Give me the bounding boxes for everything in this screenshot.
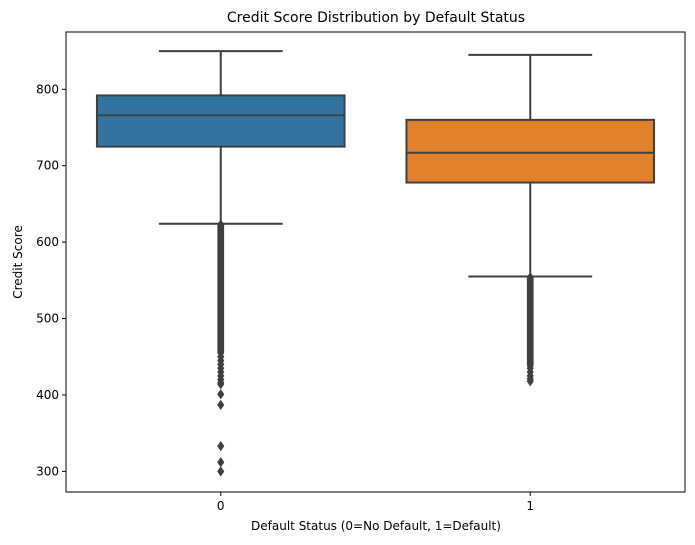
iqr-box (405, 118, 656, 184)
outlier-marker (217, 379, 225, 390)
outlier-marker (217, 389, 225, 400)
outlier-marker (217, 441, 225, 452)
x-axis-label: Default Status (0=No Default, 1=Default) (251, 519, 501, 533)
chart-title: Credit Score Distribution by Default Sta… (227, 10, 525, 26)
plot-area-frame (65, 31, 686, 493)
x-tick-label: 1 (526, 499, 534, 513)
y-tick-label: 700 (36, 159, 59, 173)
y-tick-label: 600 (36, 235, 59, 249)
iqr-box (95, 94, 346, 148)
y-tick-label: 500 (36, 312, 59, 326)
x-tick-label: 0 (217, 499, 225, 513)
outlier-marker (217, 457, 225, 468)
box-series (95, 50, 656, 477)
y-axis-label: Credit Score (11, 225, 25, 299)
box-0 (95, 50, 346, 477)
y-tick-label: 400 (36, 388, 59, 402)
y-tick-label: 800 (36, 82, 59, 96)
y-tick-label: 300 (36, 464, 59, 478)
outlier-marker (217, 466, 225, 477)
y-axis: 300 400 500 600 700 800 (36, 82, 66, 478)
outlier-marker (217, 399, 225, 411)
outlier-marker (526, 376, 534, 387)
box-1 (405, 53, 656, 387)
